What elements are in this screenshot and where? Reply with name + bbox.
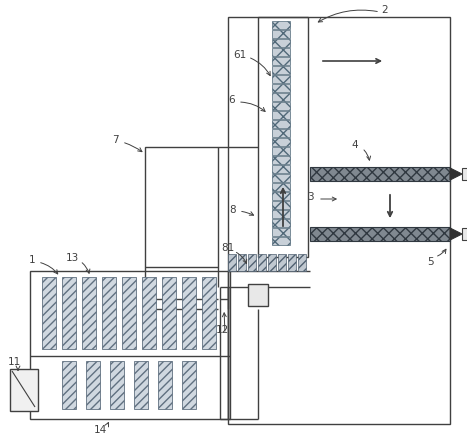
Bar [272,157,290,165]
Bar [272,219,290,227]
Text: 8: 8 [230,205,236,215]
Bar [272,237,290,245]
Text: 6: 6 [229,95,235,105]
Bar [272,166,290,173]
Bar [272,112,290,120]
Bar [228,18,450,424]
Bar [272,148,290,155]
Text: 11: 11 [7,356,21,366]
Bar [272,130,290,138]
Bar [310,227,450,241]
Bar [62,361,76,409]
Bar [102,277,116,349]
Bar [462,229,467,240]
Bar [272,175,290,183]
Bar [110,361,124,409]
Bar [248,284,268,306]
Bar [86,361,100,409]
Bar [462,169,467,180]
Bar [30,272,230,419]
Bar [182,361,196,409]
Text: 5: 5 [427,256,433,266]
Bar [272,22,290,30]
Text: 7: 7 [112,135,118,145]
Bar [10,369,38,411]
Bar [272,85,290,93]
Bar [182,277,196,349]
Text: 14: 14 [93,424,106,434]
Bar [62,277,76,349]
Bar [288,254,296,272]
Bar [272,103,290,111]
Polygon shape [450,229,462,240]
Bar [272,31,290,39]
Bar [82,277,96,349]
Bar [272,201,290,209]
Bar [272,229,290,237]
Text: 2: 2 [382,5,389,15]
Bar [238,254,246,272]
Text: 12: 12 [215,324,229,334]
Bar [272,184,290,191]
Text: 1: 1 [28,254,35,265]
Bar [272,76,290,84]
Bar [162,277,176,349]
Bar [122,277,136,349]
Text: 13: 13 [65,252,78,262]
Bar [272,40,290,48]
Bar [202,277,216,349]
Bar [134,361,148,409]
Bar [272,211,290,219]
Bar [272,94,290,102]
Bar [42,277,56,349]
Text: 81: 81 [221,243,234,252]
Polygon shape [450,169,462,180]
Bar [145,148,218,267]
Text: 3: 3 [307,191,313,201]
Bar [298,254,306,272]
Bar [142,277,156,349]
Bar [268,254,276,272]
Bar [278,254,286,272]
Text: 4: 4 [352,140,358,150]
Bar [228,254,236,272]
Bar [310,168,450,182]
Bar [158,361,172,409]
Text: 61: 61 [234,50,247,60]
Bar [258,18,308,258]
Bar [272,139,290,147]
Bar [272,121,290,129]
Bar [272,67,290,75]
Bar [272,58,290,66]
Bar [248,254,256,272]
Bar [272,49,290,57]
Bar [272,193,290,201]
Bar [258,254,266,272]
